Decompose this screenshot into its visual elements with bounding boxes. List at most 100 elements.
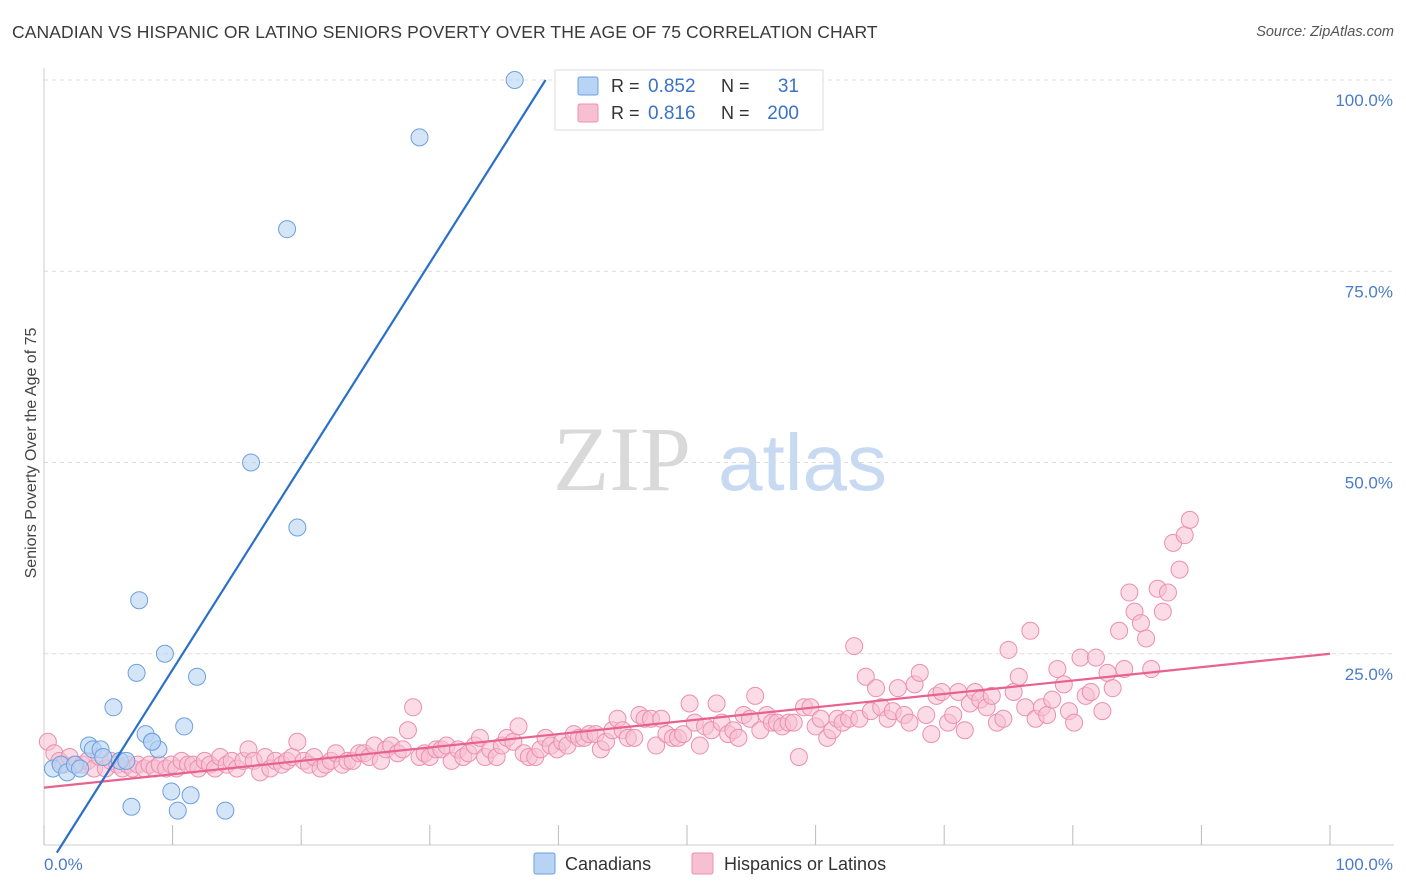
hispanics-point xyxy=(1170,560,1189,579)
x-tick-label: 0.0% xyxy=(44,855,83,874)
watermark-zip: ZIP xyxy=(553,408,691,510)
hispanics-point xyxy=(1043,690,1062,709)
canadians-point xyxy=(278,220,297,239)
hispanics-point xyxy=(856,667,875,686)
hispanics-point xyxy=(944,705,963,724)
hispanics-point xyxy=(509,717,528,736)
legend-swatch-hispanics xyxy=(577,103,599,123)
hispanics-point xyxy=(900,713,919,732)
hispanics-point xyxy=(999,640,1018,659)
source-note: Source: ZipAtlas.com xyxy=(1256,24,1394,40)
hispanics-point xyxy=(888,679,907,698)
canadians-point xyxy=(242,453,261,472)
y-tick-label: 100.0% xyxy=(1335,91,1393,110)
hispanics-point xyxy=(1137,629,1156,648)
hispanics-point xyxy=(1115,660,1134,679)
hispanics-point xyxy=(1081,683,1100,701)
x-tick-labels: 0.0% 100.0% xyxy=(44,855,1393,874)
canadians-point xyxy=(94,748,113,767)
canadians-point xyxy=(216,801,235,820)
chart-title: CANADIAN VS HISPANIC OR LATINO SENIORS P… xyxy=(12,22,878,42)
bottom-swatch-hispanics xyxy=(691,852,714,875)
hispanics-point xyxy=(1103,679,1122,698)
hispanics-point xyxy=(1086,648,1105,667)
series-legend: Canadians Hispanics or Latinos xyxy=(533,852,886,875)
legend-n-label-hispanics: N = xyxy=(721,103,750,123)
canadians-point xyxy=(288,518,307,537)
hispanics-point xyxy=(1175,526,1194,545)
trend-lines xyxy=(43,79,1331,854)
hispanics-point xyxy=(1120,583,1139,602)
canadians-point xyxy=(122,797,141,816)
hispanics-point xyxy=(789,748,808,767)
canadians-point xyxy=(117,751,136,770)
y-tick-label: 75.0% xyxy=(1345,282,1393,301)
canadians-point xyxy=(127,663,146,682)
hispanics-point xyxy=(867,679,886,698)
hispanics-point xyxy=(674,725,693,744)
bottom-swatch-canadians xyxy=(533,852,556,875)
legend-r-hispanics: 0.816 xyxy=(648,103,696,124)
hispanics-point xyxy=(1142,660,1161,679)
hispanics-point xyxy=(680,694,699,713)
canadians-point xyxy=(155,644,174,663)
y-tick-labels: 25.0% 50.0% 75.0% 100.0% xyxy=(1335,91,1393,684)
hispanics-point xyxy=(1009,667,1028,686)
legend-n-canadians: 31 xyxy=(778,76,799,97)
canadians-point xyxy=(162,782,181,801)
hispanics-point xyxy=(625,728,644,747)
hispanics-point xyxy=(932,683,951,701)
canadians-points xyxy=(44,71,524,820)
hispanics-point xyxy=(917,705,936,724)
axes xyxy=(43,68,1394,846)
hispanics-point xyxy=(1071,648,1090,667)
hispanics-point xyxy=(746,686,765,705)
legend-r-label-canadians: R = xyxy=(611,76,640,96)
hispanics-point xyxy=(707,694,726,713)
correlation-legend: R = 0.852 N = 31 R = 0.816 N = 200 xyxy=(554,69,824,131)
hispanics-point xyxy=(1131,614,1150,633)
hispanics-point xyxy=(690,736,709,755)
grid-lines xyxy=(44,79,1394,655)
hispanics-point xyxy=(955,721,974,740)
y-tick-label: 50.0% xyxy=(1345,474,1393,493)
legend-r-label-hispanics: R = xyxy=(611,103,640,123)
hispanics-point xyxy=(288,732,307,751)
hispanics-point xyxy=(910,663,929,682)
watermark-atlas: atlas xyxy=(718,418,887,507)
hispanics-point xyxy=(647,736,666,755)
canadians-point xyxy=(168,801,187,820)
hispanics-point xyxy=(1038,705,1057,724)
x-tick-label: 100.0% xyxy=(1335,855,1393,874)
hispanics-point xyxy=(1158,583,1177,602)
hispanics-point xyxy=(784,713,803,732)
canadians-point xyxy=(71,759,90,778)
hispanics-point xyxy=(729,728,748,747)
hispanics-point xyxy=(922,725,941,744)
hispanics-point xyxy=(1065,713,1084,732)
hispanics-point xyxy=(1093,702,1112,721)
hispanics-trend-line xyxy=(43,652,1331,789)
canadians-point xyxy=(505,71,524,89)
legend-swatch-canadians xyxy=(577,76,599,96)
hispanics-point xyxy=(845,637,864,656)
canadians-trend-line xyxy=(55,79,547,854)
bottom-legend-canadians: Canadians xyxy=(565,854,651,874)
canadians-point xyxy=(130,591,149,610)
hispanics-points xyxy=(38,510,1199,782)
hispanics-point xyxy=(1098,663,1117,682)
hispanics-point xyxy=(1153,602,1172,621)
hispanics-point xyxy=(1180,510,1199,529)
hispanics-point xyxy=(994,709,1013,728)
canadians-point xyxy=(410,128,429,147)
canadians-point xyxy=(181,786,200,805)
legend-n-hispanics: 200 xyxy=(767,103,799,124)
hispanics-point xyxy=(1054,675,1073,694)
canadians-point xyxy=(175,717,194,736)
canadians-point xyxy=(104,698,123,717)
legend-r-canadians: 0.852 xyxy=(648,76,696,97)
hispanics-point xyxy=(982,686,1001,705)
legend-n-label-canadians: N = xyxy=(721,76,750,96)
y-axis-label: Seniors Poverty Over the Age of 75 xyxy=(23,328,40,579)
